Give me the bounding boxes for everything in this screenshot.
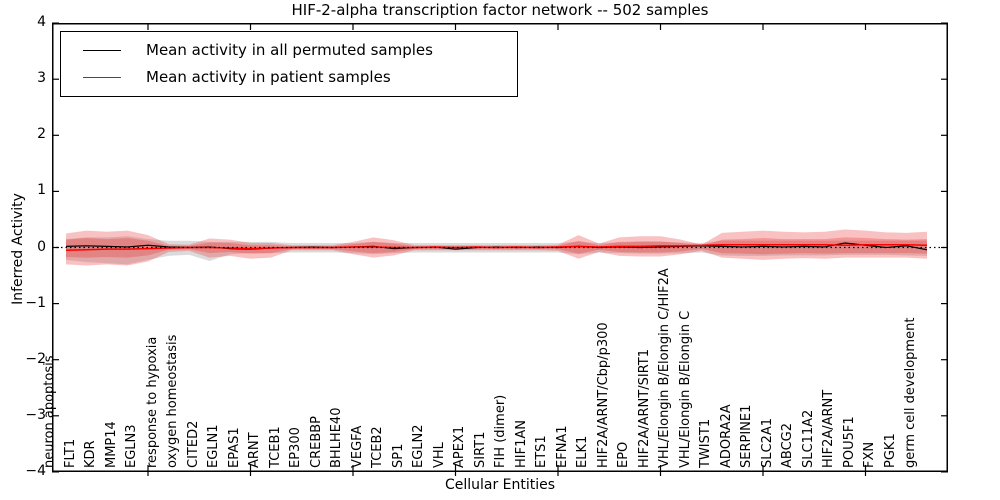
x-tick-label: SLC2A1 bbox=[759, 417, 775, 468]
x-tick-label: germ cell development bbox=[903, 317, 918, 468]
x-tick-label: APEX1 bbox=[452, 425, 467, 468]
x-tick-label: EP300 bbox=[288, 427, 303, 468]
x-tick-label: ELK1 bbox=[575, 435, 590, 468]
legend-label-patient: Mean activity in patient samples bbox=[146, 68, 391, 86]
x-tick-label: ABCG2 bbox=[780, 422, 795, 468]
legend-label-permuted: Mean activity in all permuted samples bbox=[146, 41, 433, 59]
x-tick-label: VEGFA bbox=[349, 425, 365, 468]
chart-canvas bbox=[52, 22, 948, 476]
x-tick-label: CITED2 bbox=[185, 420, 201, 468]
y-tick-label: 2 bbox=[37, 126, 46, 143]
x-tick-label: HIF2A/ARNT/Cbp/p300 bbox=[595, 322, 611, 468]
x-axis-label: Cellular Entities bbox=[444, 477, 556, 493]
x-tick-label: VHL bbox=[431, 442, 447, 468]
x-tick-label: SLC11A2 bbox=[800, 409, 816, 468]
y-tick-label: 1 bbox=[37, 182, 46, 199]
x-tick-label: TCEB1 bbox=[267, 426, 283, 468]
legend-item-permuted: Mean activity in all permuted samples bbox=[61, 37, 433, 63]
x-tick-label: EGLN1 bbox=[206, 424, 221, 468]
x-tick-label: EGLN3 bbox=[124, 424, 139, 468]
permuted-std-band bbox=[66, 236, 927, 265]
x-tick-label: HIF2A/ARNT bbox=[821, 389, 836, 468]
patient-line-swatch bbox=[83, 76, 121, 78]
x-tick-label: CREBBP bbox=[308, 416, 324, 468]
x-tick-label: TWIST1 bbox=[698, 418, 713, 468]
x-tick-label: SP1 bbox=[390, 443, 406, 468]
y-tick-label: −3 bbox=[25, 406, 46, 423]
x-tick-label: SIRT1 bbox=[472, 431, 488, 468]
x-tick-label: ARNT bbox=[247, 432, 262, 468]
x-tick-label: HIF1AN bbox=[513, 420, 529, 468]
x-tick-label: POU5F1 bbox=[841, 416, 857, 468]
y-tick-label: −1 bbox=[25, 294, 46, 311]
x-tick-label: EGLN2 bbox=[411, 424, 426, 468]
y-tick-label: −4 bbox=[25, 462, 46, 479]
x-tick-label: PGK1 bbox=[882, 433, 898, 468]
legend: Mean activity in all permuted samples Me… bbox=[60, 31, 518, 97]
y-tick-label: −2 bbox=[25, 350, 46, 367]
x-tick-label: ETS1 bbox=[534, 435, 549, 468]
x-tick-label: KDR bbox=[83, 440, 98, 468]
x-tick-label: response to hypoxia bbox=[144, 336, 160, 468]
x-tick-label: FIH (dimer) bbox=[493, 394, 508, 468]
permuted-line-swatch bbox=[83, 49, 121, 51]
x-tick-label: BHLHE40 bbox=[329, 407, 344, 468]
legend-item-patient: Mean activity in patient samples bbox=[61, 64, 391, 90]
y-tick-label: 0 bbox=[37, 238, 46, 255]
plot-area: Mean activity in all permuted samples Me… bbox=[42, 22, 948, 476]
x-tick-label: SERPINE1 bbox=[739, 404, 754, 468]
x-tick-label: ADORA2A bbox=[718, 404, 734, 468]
chart-title: HIF-2-alpha transcription factor network… bbox=[291, 1, 709, 19]
x-tick-label: TCEB2 bbox=[370, 426, 385, 468]
x-tick-label: VHL/Elongin B/Elongin C bbox=[677, 310, 693, 468]
x-tick-label: HIF2A/ARNT/SIRT1 bbox=[636, 349, 652, 468]
y-tick-label: 4 bbox=[37, 14, 46, 31]
x-tick-label: EPAS1 bbox=[226, 427, 242, 468]
x-tick-label: FLT1 bbox=[62, 438, 78, 468]
x-tick-label: oxygen homeostasis bbox=[165, 334, 180, 468]
y-tick-label: 3 bbox=[37, 70, 46, 87]
x-tick-label: MMP14 bbox=[103, 421, 119, 468]
x-tick-label: FXN bbox=[862, 441, 877, 468]
x-tick-label: EFNA1 bbox=[554, 425, 570, 468]
x-tick-label: EPO bbox=[616, 441, 631, 468]
plot-frame bbox=[52, 23, 948, 472]
x-tick-label: VHL/Elongin B/Elongin C/HIF2A bbox=[657, 268, 672, 468]
